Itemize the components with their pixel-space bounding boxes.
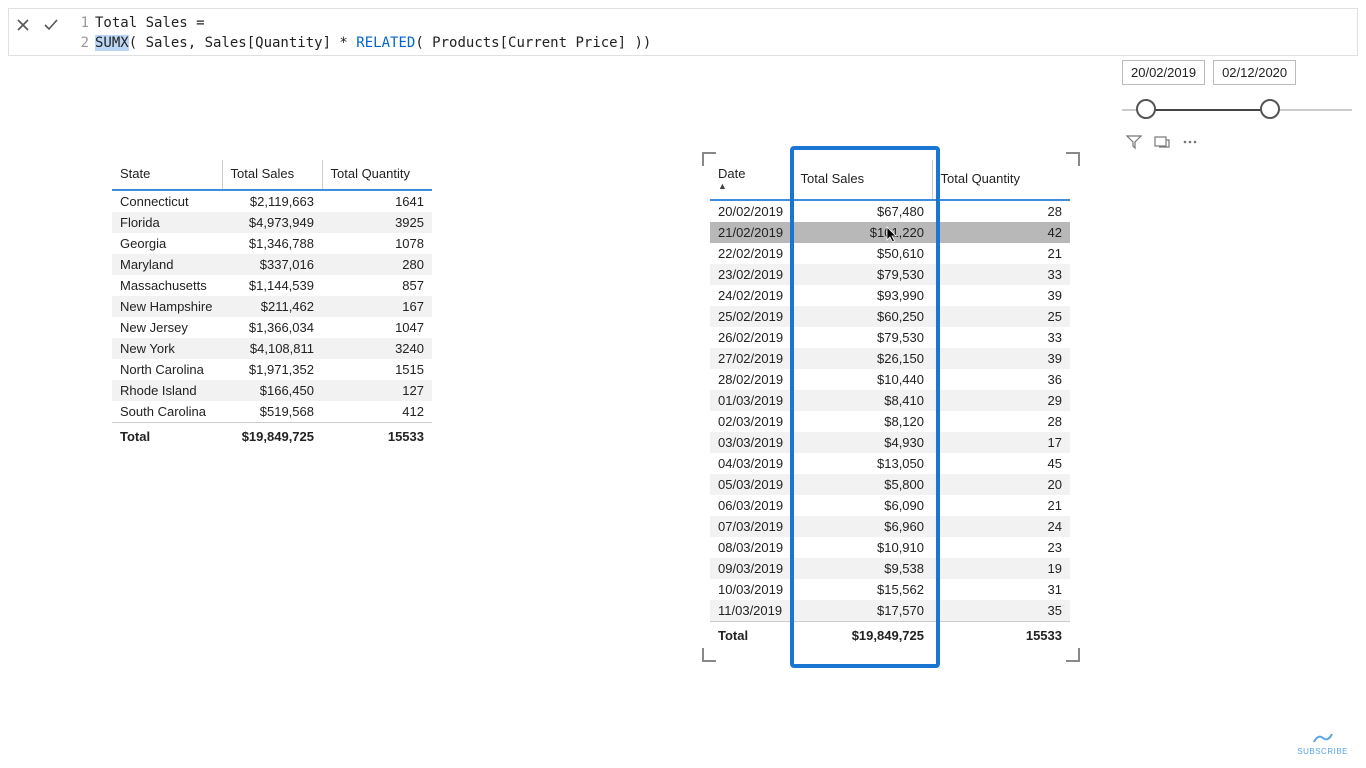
focus-mode-icon[interactable] <box>1154 134 1170 153</box>
table-row[interactable]: New Jersey$1,366,0341047 <box>112 317 432 338</box>
table-row[interactable]: Florida$4,973,9493925 <box>112 212 432 233</box>
total-qty: 15533 <box>322 423 432 451</box>
line-number: 1 <box>71 13 89 33</box>
total-qty: 15533 <box>932 622 1070 650</box>
table-row[interactable]: North Carolina$1,971,3521515 <box>112 359 432 380</box>
table-row[interactable]: 21/02/2019$101,22042 <box>710 222 1070 243</box>
column-header[interactable]: Total Sales <box>792 160 932 200</box>
table-row[interactable]: 10/03/2019$15,56231 <box>710 579 1070 600</box>
subscribe-watermark: SUBSCRIBE <box>1297 731 1348 756</box>
table-row[interactable]: Rhode Island$166,450127 <box>112 380 432 401</box>
slicer-handle-end[interactable] <box>1260 99 1280 119</box>
date-table: Date▲Total SalesTotal Quantity <box>710 160 1070 201</box>
slicer-track[interactable] <box>1122 95 1352 125</box>
table-row[interactable]: 04/03/2019$13,05045 <box>710 453 1070 474</box>
column-header[interactable]: Date▲ <box>710 160 792 200</box>
table-row[interactable]: Georgia$1,346,7881078 <box>112 233 432 254</box>
table-row[interactable]: 22/02/2019$50,61021 <box>710 243 1070 264</box>
total-sales: $19,849,725 <box>222 423 322 451</box>
date-slicer[interactable]: 20/02/2019 02/12/2020 <box>1122 60 1352 125</box>
table-row[interactable]: Connecticut$2,119,6631641 <box>112 191 432 212</box>
table-row[interactable]: New York$4,108,8113240 <box>112 338 432 359</box>
table-row[interactable]: 26/02/2019$79,53033 <box>710 327 1070 348</box>
table-row[interactable]: 11/03/2019$17,57035 <box>710 600 1070 621</box>
state-table-visual[interactable]: StateTotal SalesTotal Quantity Connectic… <box>112 160 432 450</box>
state-table: StateTotal SalesTotal Quantity <box>112 160 432 191</box>
table-row[interactable]: 09/03/2019$9,53819 <box>710 558 1070 579</box>
table-row[interactable]: 07/03/2019$6,96024 <box>710 516 1070 537</box>
formula-selection: SUMX <box>95 35 129 51</box>
table-row[interactable]: New Hampshire$211,462167 <box>112 296 432 317</box>
selection-corner[interactable] <box>1066 648 1080 662</box>
selection-corner[interactable] <box>702 648 716 662</box>
formula-bar: 1Total Sales = 2SUMX( Sales, Sales[Quant… <box>8 8 1358 56</box>
table-row[interactable]: 27/02/2019$26,15039 <box>710 348 1070 369</box>
slicer-fill <box>1140 109 1264 111</box>
table-row[interactable]: Massachusetts$1,144,539857 <box>112 275 432 296</box>
more-options-icon[interactable] <box>1182 134 1198 153</box>
table-row[interactable]: Maryland$337,016280 <box>112 254 432 275</box>
visual-actions <box>1126 134 1198 153</box>
date-table-visual[interactable]: Date▲Total SalesTotal Quantity 20/02/201… <box>710 160 1070 649</box>
table-row[interactable]: 06/03/2019$6,09021 <box>710 495 1070 516</box>
cancel-button[interactable] <box>11 13 35 37</box>
table-row[interactable]: 25/02/2019$60,25025 <box>710 306 1070 327</box>
total-sales: $19,849,725 <box>792 622 932 650</box>
commit-button[interactable] <box>39 13 63 37</box>
slicer-start-date[interactable]: 20/02/2019 <box>1122 60 1205 85</box>
table-row[interactable]: 01/03/2019$8,41029 <box>710 390 1070 411</box>
total-label: Total <box>112 423 222 451</box>
formula-editor[interactable]: 1Total Sales = 2SUMX( Sales, Sales[Quant… <box>65 9 1357 57</box>
table-row[interactable]: South Carolina$519,568412 <box>112 401 432 422</box>
table-row[interactable]: 05/03/2019$5,80020 <box>710 474 1070 495</box>
column-header[interactable]: State <box>112 160 222 190</box>
table-row[interactable]: 23/02/2019$79,53033 <box>710 264 1070 285</box>
table-row[interactable]: 08/03/2019$10,91023 <box>710 537 1070 558</box>
column-header[interactable]: Total Quantity <box>322 160 432 190</box>
total-label: Total <box>710 622 792 650</box>
table-row[interactable]: 28/02/2019$10,44036 <box>710 369 1070 390</box>
table-row[interactable]: 02/03/2019$8,12028 <box>710 411 1070 432</box>
formula-line1: Total Sales = <box>95 15 205 31</box>
slicer-handle-start[interactable] <box>1136 99 1156 119</box>
line-number: 2 <box>71 33 89 53</box>
slicer-end-date[interactable]: 02/12/2020 <box>1213 60 1296 85</box>
table-row[interactable]: 24/02/2019$93,99039 <box>710 285 1070 306</box>
filter-icon[interactable] <box>1126 134 1142 153</box>
column-header[interactable]: Total Quantity <box>932 160 1070 200</box>
column-header[interactable]: Total Sales <box>222 160 322 190</box>
table-row[interactable]: 03/03/2019$4,93017 <box>710 432 1070 453</box>
table-row[interactable]: 20/02/2019$67,48028 <box>710 201 1070 222</box>
